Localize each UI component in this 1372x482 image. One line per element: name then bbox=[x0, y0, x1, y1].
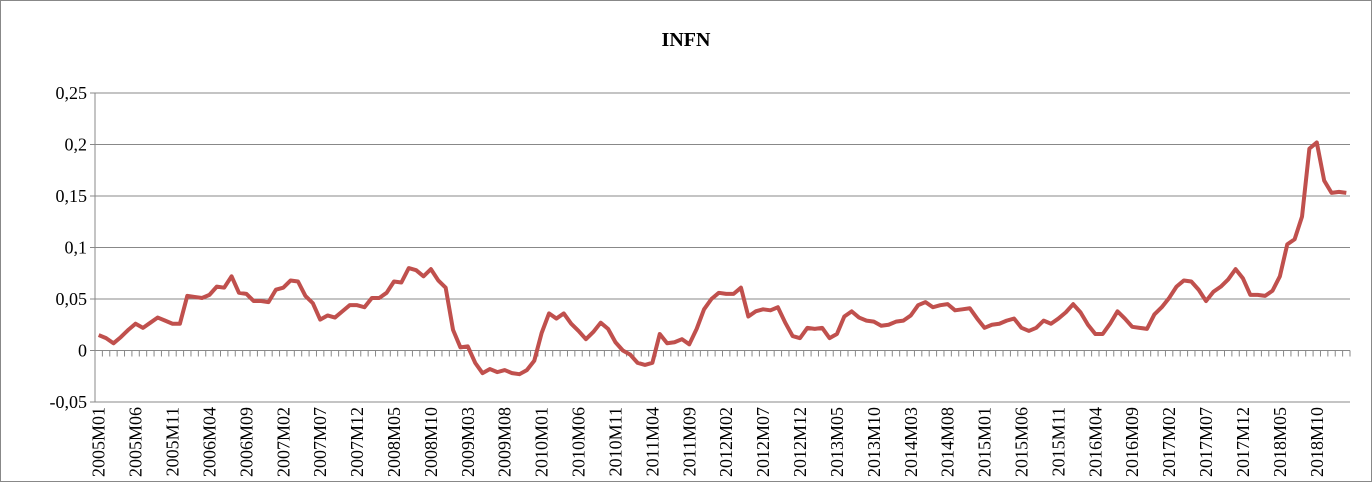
x-tick-label: 2015M01 bbox=[975, 407, 995, 477]
y-tick-label: 0 bbox=[78, 341, 87, 361]
x-tick-label: 2018M05 bbox=[1270, 407, 1290, 477]
x-tick-label: 2012M07 bbox=[753, 407, 773, 477]
x-tick-label: 2010M11 bbox=[605, 407, 625, 476]
x-tick-label: 2017M07 bbox=[1196, 407, 1216, 477]
x-tick-label: 2011M09 bbox=[679, 407, 699, 476]
y-tick-label: -0,05 bbox=[50, 392, 88, 412]
x-tick-label: 2015M11 bbox=[1048, 407, 1068, 476]
x-tick-label: 2010M06 bbox=[569, 407, 589, 477]
y-tick-label: 0,15 bbox=[56, 186, 88, 206]
x-tick-label: 2017M02 bbox=[1159, 407, 1179, 477]
y-tick-label: 0,2 bbox=[65, 135, 88, 155]
x-tick-label: 2014M03 bbox=[901, 407, 921, 477]
x-tick-label: 2012M02 bbox=[716, 407, 736, 477]
x-tick-label: 2008M10 bbox=[421, 407, 441, 477]
x-tick-label: 2005M11 bbox=[163, 407, 183, 476]
x-tick-label: 2018M10 bbox=[1307, 407, 1327, 477]
x-tick-label: 2016M04 bbox=[1085, 407, 1105, 477]
x-tick-label: 2010M01 bbox=[532, 407, 552, 477]
y-tick-label: 0,05 bbox=[56, 289, 88, 309]
x-tick-label: 2014M08 bbox=[938, 407, 958, 477]
x-tick-label: 2011M04 bbox=[642, 407, 662, 476]
x-tick-label: 2007M07 bbox=[310, 407, 330, 477]
x-tick-label: 2006M09 bbox=[236, 407, 256, 477]
x-tick-label: 2015M06 bbox=[1011, 407, 1031, 477]
x-tick-label: 2007M12 bbox=[347, 407, 367, 477]
x-tick-label: 2005M06 bbox=[126, 407, 146, 477]
x-tick-label: 2005M01 bbox=[89, 407, 109, 477]
chart-title: INFN bbox=[662, 29, 711, 51]
x-tick-label: 2017M12 bbox=[1233, 407, 1253, 477]
x-tick-label: 2013M05 bbox=[827, 407, 847, 477]
x-tick-label: 2013M10 bbox=[864, 407, 884, 477]
y-tick-label: 0,1 bbox=[65, 238, 88, 258]
x-tick-label: 2007M02 bbox=[273, 407, 293, 477]
x-tick-label: 2016M09 bbox=[1122, 407, 1142, 477]
x-tick-label: 2009M08 bbox=[495, 407, 515, 477]
x-tick-label: 2009M03 bbox=[458, 407, 478, 477]
y-tick-label: 0,25 bbox=[56, 83, 88, 103]
data-line bbox=[97, 140, 1347, 377]
x-tick-label: 2008M05 bbox=[384, 407, 404, 477]
x-tick-label: 2006M04 bbox=[199, 407, 219, 477]
x-tick-label: 2012M12 bbox=[790, 407, 810, 477]
